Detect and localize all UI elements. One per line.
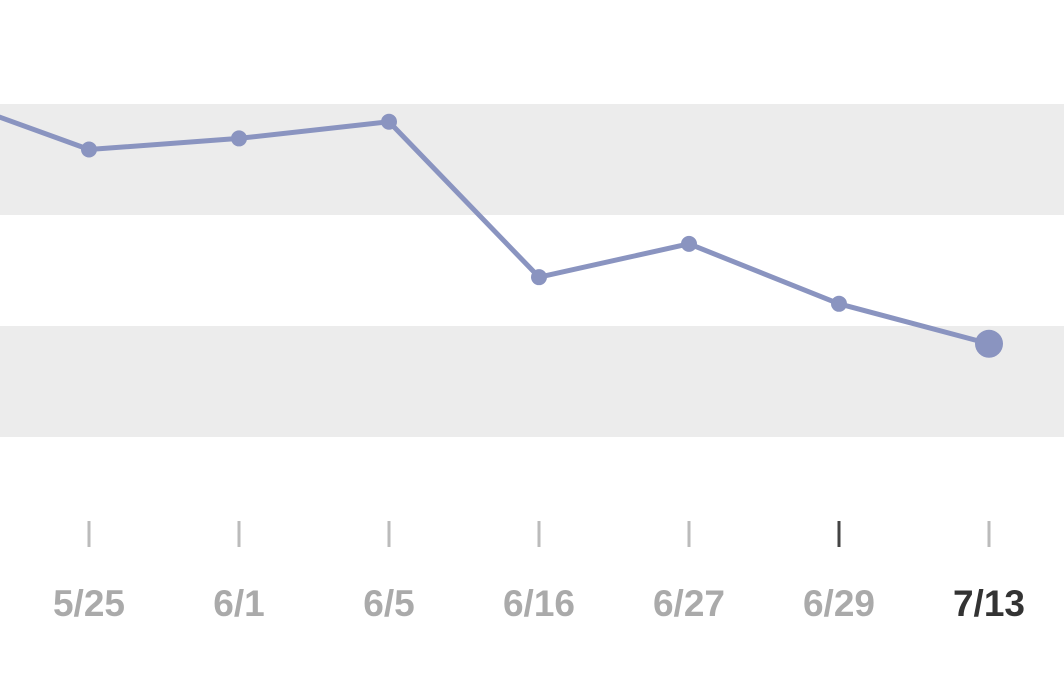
point (81, 141, 97, 158)
point (231, 130, 247, 147)
x-tick-label: 6/16 (503, 583, 575, 624)
x-tick-label: 7/13 (953, 583, 1025, 624)
point (975, 329, 1003, 358)
x-tick-label: 6/29 (803, 583, 875, 624)
point (681, 235, 697, 252)
point (381, 113, 397, 130)
x-tick-label: 6/27 (653, 583, 725, 624)
band (0, 326, 1064, 437)
x-tick-label: 6/1 (213, 583, 264, 624)
point (531, 269, 547, 286)
band (0, 104, 1064, 215)
x-tick-label: 6/5 (363, 583, 414, 624)
x-tick-label: 5/25 (53, 583, 125, 624)
point (831, 295, 847, 312)
line (0, 114, 990, 347)
